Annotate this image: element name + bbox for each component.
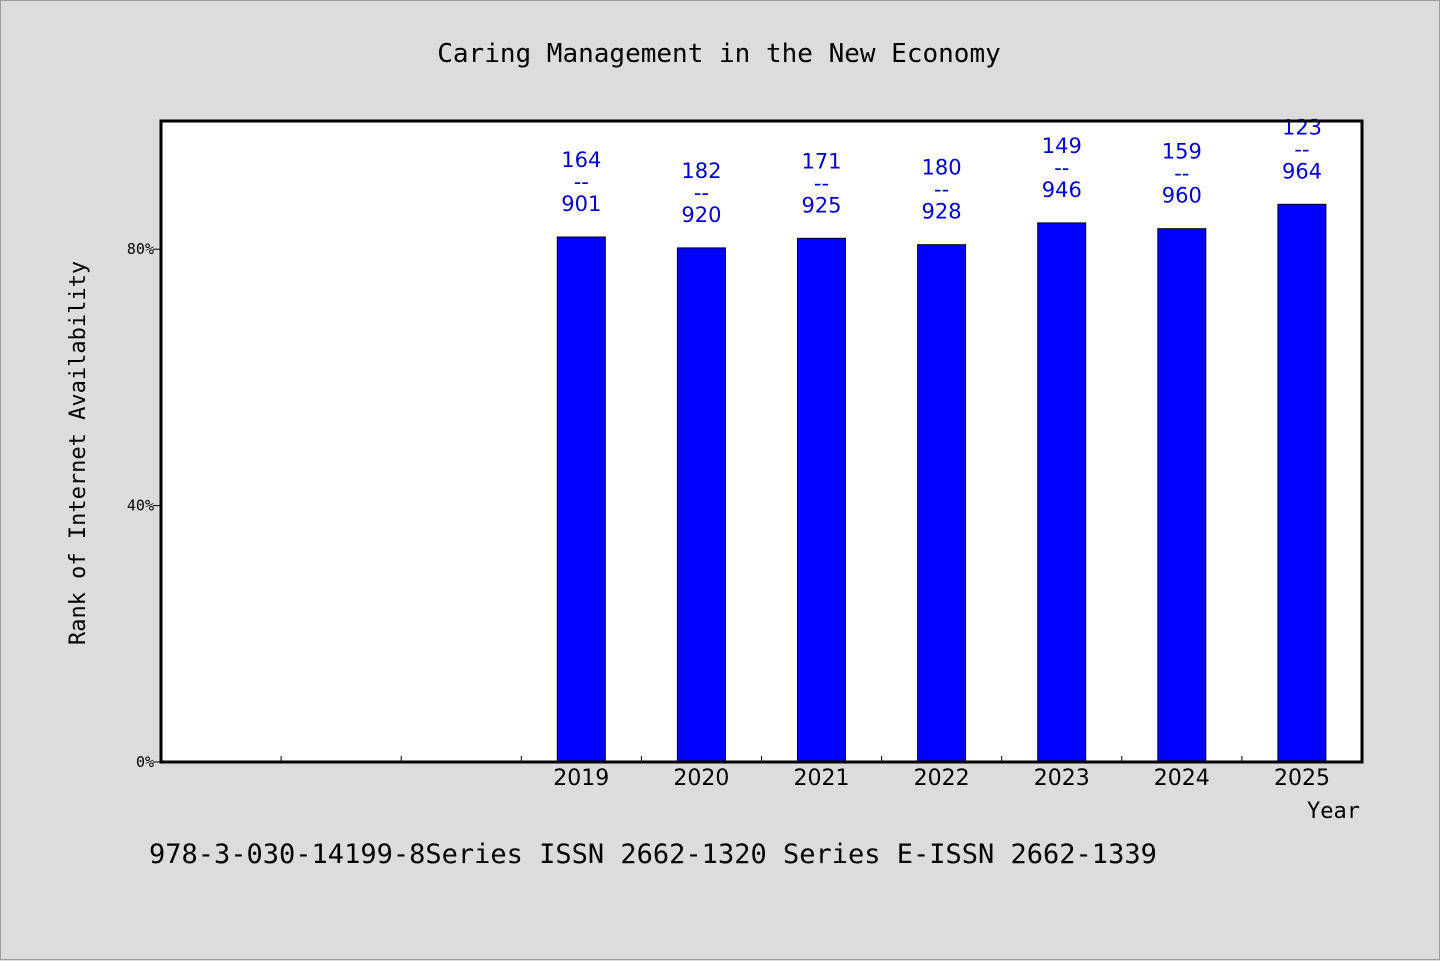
data-label-2022-0: 180 (922, 156, 962, 180)
bar-2025 (1277, 203, 1327, 763)
data-label-2019-0: 164 (561, 148, 601, 172)
data-label-2023-0: 149 (1042, 134, 1082, 158)
data-label-2019-1: -- (574, 170, 589, 194)
data-label-2024-2: 960 (1162, 184, 1202, 208)
bar-2022 (917, 244, 967, 763)
bar-2023 (1037, 222, 1087, 763)
data-label-2024-0: 159 (1162, 140, 1202, 164)
data-label-2021-1: -- (814, 171, 829, 195)
y-tick-label-2: 80% (127, 240, 154, 258)
bar-2021 (797, 237, 846, 763)
data-label-2023-2: 946 (1042, 178, 1082, 202)
y-tick-label-0: 0% (136, 753, 154, 771)
data-label-2025-2: 964 (1282, 159, 1322, 183)
x-tick-label-2020: 2020 (673, 766, 729, 791)
x-tick-label-2024: 2024 (1154, 766, 1210, 791)
data-label-2025-0: 123 (1282, 115, 1322, 139)
data-label-2020-1: -- (694, 181, 709, 205)
y-tick-label-1: 40% (127, 497, 154, 515)
x-tick-label-2025: 2025 (1274, 766, 1330, 791)
x-tick-label-2023: 2023 (1034, 766, 1090, 791)
data-label-2019-2: 901 (561, 192, 601, 216)
y-axis-label: Rank of Internet Availability (66, 261, 91, 645)
x-tick-label-2022: 2022 (914, 766, 970, 791)
data-label-2021-0: 171 (801, 149, 841, 173)
bar-2020 (676, 247, 726, 763)
data-label-2023-1: -- (1054, 156, 1069, 180)
x-tick-label-2019: 2019 (553, 766, 609, 791)
chart-title: Caring Management in the New Economy (437, 39, 1001, 69)
data-label-2022-2: 928 (922, 200, 962, 224)
data-label-2020-0: 182 (681, 159, 721, 183)
x-tick-label-2021: 2021 (794, 766, 850, 791)
bar-2019 (556, 236, 606, 763)
data-label-2022-1: -- (934, 178, 949, 202)
footer-text: 978-3-030-14199-8Series ISSN 2662-1320 S… (149, 839, 1157, 870)
data-label-2024-1: -- (1174, 162, 1189, 186)
data-label-2021-2: 925 (801, 193, 841, 217)
data-label-2020-2: 920 (681, 203, 721, 227)
bar-2024 (1157, 228, 1207, 763)
x-axis-label: Year (1307, 799, 1360, 824)
data-label-2025-1: -- (1294, 137, 1309, 161)
